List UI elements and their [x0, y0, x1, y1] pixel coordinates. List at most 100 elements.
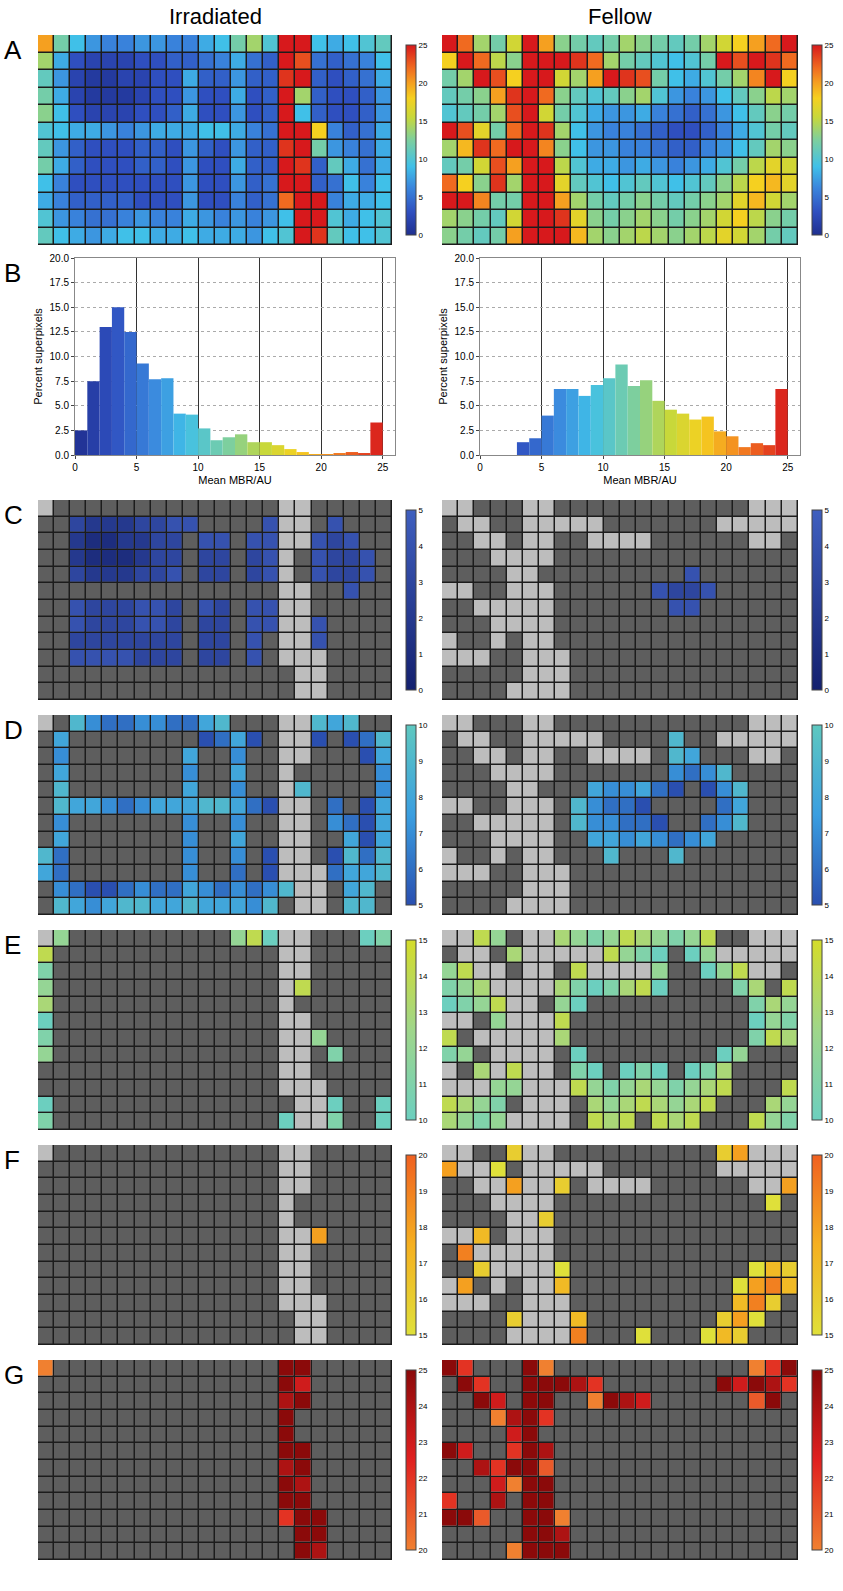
- svg-text:7: 7: [419, 829, 424, 838]
- svg-text:10: 10: [825, 721, 834, 730]
- svg-text:20.0: 20.0: [50, 253, 70, 264]
- svg-text:14: 14: [419, 972, 428, 981]
- svg-text:20: 20: [825, 79, 834, 88]
- svg-text:6: 6: [419, 865, 424, 874]
- svg-text:2: 2: [419, 614, 424, 623]
- svg-text:18: 18: [419, 1223, 428, 1232]
- svg-text:10.0: 10.0: [50, 351, 70, 362]
- svg-text:20: 20: [316, 462, 328, 473]
- svg-text:15: 15: [419, 1331, 428, 1340]
- svg-text:0: 0: [825, 686, 830, 695]
- svg-text:15: 15: [825, 117, 834, 126]
- svg-text:4: 4: [419, 542, 424, 551]
- svg-text:15: 15: [659, 462, 671, 473]
- svg-text:Percent superpixels: Percent superpixels: [437, 308, 449, 405]
- svg-text:25: 25: [825, 41, 834, 50]
- svg-text:A: A: [4, 35, 22, 65]
- svg-text:20.0: 20.0: [455, 253, 475, 264]
- svg-text:23: 23: [419, 1438, 428, 1447]
- svg-text:21: 21: [419, 1510, 428, 1519]
- svg-text:5: 5: [825, 193, 830, 202]
- svg-text:7: 7: [825, 829, 830, 838]
- svg-text:19: 19: [825, 1187, 834, 1196]
- svg-text:4: 4: [825, 542, 830, 551]
- svg-text:13: 13: [825, 1008, 834, 1017]
- svg-text:3: 3: [419, 578, 424, 587]
- svg-text:0: 0: [419, 231, 424, 240]
- svg-text:10: 10: [419, 1116, 428, 1125]
- svg-text:C: C: [4, 500, 23, 530]
- svg-text:22: 22: [825, 1474, 834, 1483]
- svg-text:6: 6: [825, 865, 830, 874]
- svg-text:10: 10: [825, 155, 834, 164]
- svg-text:7.5: 7.5: [460, 376, 474, 387]
- svg-text:9: 9: [419, 757, 424, 766]
- svg-text:1: 1: [825, 650, 830, 659]
- svg-text:24: 24: [419, 1402, 428, 1411]
- svg-text:25: 25: [825, 1366, 834, 1375]
- svg-text:25: 25: [419, 41, 428, 50]
- svg-text:7.5: 7.5: [55, 376, 69, 387]
- svg-text:5.0: 5.0: [55, 400, 69, 411]
- svg-text:20: 20: [419, 1546, 428, 1555]
- svg-text:0: 0: [72, 462, 78, 473]
- svg-text:25: 25: [419, 1366, 428, 1375]
- svg-text:12.5: 12.5: [455, 326, 475, 337]
- svg-text:23: 23: [825, 1438, 834, 1447]
- svg-text:20: 20: [825, 1151, 834, 1160]
- svg-text:G: G: [4, 1360, 24, 1390]
- svg-text:15: 15: [254, 462, 266, 473]
- svg-text:20: 20: [419, 1151, 428, 1160]
- svg-text:8: 8: [825, 793, 830, 802]
- svg-text:10: 10: [419, 721, 428, 730]
- svg-text:0.0: 0.0: [460, 450, 474, 461]
- svg-text:12: 12: [825, 1044, 834, 1053]
- svg-text:24: 24: [825, 1402, 834, 1411]
- svg-text:Mean MBR/AU: Mean MBR/AU: [603, 474, 676, 486]
- svg-text:Mean MBR/AU: Mean MBR/AU: [198, 474, 271, 486]
- svg-text:2: 2: [825, 614, 830, 623]
- svg-text:25: 25: [377, 462, 389, 473]
- svg-text:15.0: 15.0: [455, 302, 475, 313]
- svg-text:19: 19: [419, 1187, 428, 1196]
- svg-text:9: 9: [825, 757, 830, 766]
- svg-text:3: 3: [825, 578, 830, 587]
- svg-text:14: 14: [825, 972, 834, 981]
- svg-text:22: 22: [419, 1474, 428, 1483]
- svg-text:18: 18: [825, 1223, 834, 1232]
- svg-text:15: 15: [419, 936, 428, 945]
- svg-text:B: B: [4, 258, 21, 288]
- svg-text:15: 15: [825, 1331, 834, 1340]
- svg-text:5: 5: [419, 506, 424, 515]
- svg-text:16: 16: [825, 1295, 834, 1304]
- svg-text:17: 17: [825, 1259, 834, 1268]
- svg-text:12.5: 12.5: [50, 326, 70, 337]
- svg-text:25: 25: [782, 462, 794, 473]
- svg-text:F: F: [4, 1145, 20, 1175]
- svg-text:2.5: 2.5: [55, 425, 69, 436]
- svg-text:15: 15: [419, 117, 428, 126]
- svg-text:10: 10: [193, 462, 205, 473]
- svg-text:0.0: 0.0: [55, 450, 69, 461]
- svg-text:20: 20: [419, 79, 428, 88]
- svg-text:5: 5: [419, 193, 424, 202]
- svg-text:13: 13: [419, 1008, 428, 1017]
- svg-text:20: 20: [825, 1546, 834, 1555]
- svg-text:Fellow: Fellow: [588, 4, 652, 29]
- svg-text:Irradiated: Irradiated: [169, 4, 262, 29]
- svg-text:5: 5: [419, 901, 424, 910]
- svg-text:12: 12: [419, 1044, 428, 1053]
- svg-text:0: 0: [477, 462, 483, 473]
- svg-text:5.0: 5.0: [460, 400, 474, 411]
- svg-text:17.5: 17.5: [50, 277, 70, 288]
- svg-text:11: 11: [825, 1080, 834, 1089]
- svg-text:8: 8: [419, 793, 424, 802]
- svg-text:0: 0: [825, 231, 830, 240]
- svg-text:5: 5: [825, 506, 830, 515]
- svg-text:16: 16: [419, 1295, 428, 1304]
- svg-text:10.0: 10.0: [455, 351, 475, 362]
- svg-text:5: 5: [134, 462, 140, 473]
- svg-text:1: 1: [419, 650, 424, 659]
- svg-text:0: 0: [419, 686, 424, 695]
- svg-text:5: 5: [825, 901, 830, 910]
